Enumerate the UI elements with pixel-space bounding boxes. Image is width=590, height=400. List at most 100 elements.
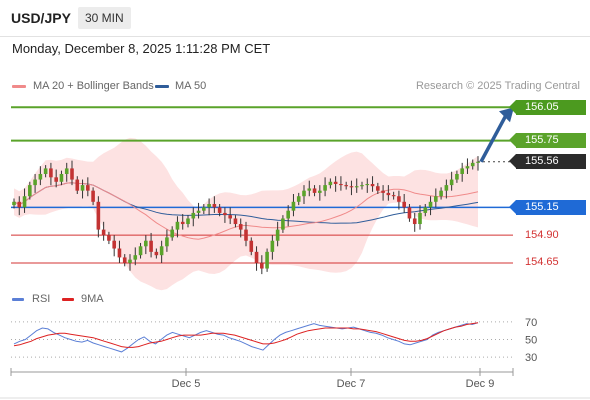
candle [107, 235, 111, 241]
candle [349, 186, 354, 188]
candle [64, 168, 69, 174]
candle [402, 201, 406, 208]
candle [202, 207, 206, 211]
candle [133, 255, 138, 260]
rsi-legend-label: RSI [32, 293, 51, 305]
candle [291, 201, 296, 211]
candle [354, 186, 359, 188]
candle [265, 251, 269, 269]
candle [49, 168, 53, 178]
candle [260, 262, 264, 269]
candle [428, 201, 433, 208]
candle [43, 168, 48, 174]
price-label-current: 155.56 [509, 154, 586, 170]
ma9-legend-label: 9MA [81, 293, 104, 305]
symbol-title: USD/JPY [11, 10, 71, 26]
candle [302, 190, 306, 197]
candle [360, 185, 364, 187]
candle [96, 201, 101, 230]
candle [12, 201, 16, 206]
candle [122, 257, 127, 263]
rsi-tick-label: 70 [525, 317, 537, 329]
candle [217, 207, 222, 213]
candle [180, 221, 185, 225]
candle [318, 190, 322, 193]
price-label-target: 156.05 [509, 99, 586, 115]
candle [75, 179, 80, 191]
rsi-9ma-line [13, 322, 479, 348]
price-label-notch [509, 133, 516, 148]
header-bar [0, 0, 590, 37]
candle [270, 240, 275, 252]
candle [370, 183, 375, 187]
candle [238, 224, 243, 230]
rsi-tick-label: 30 [525, 352, 537, 364]
candle [38, 173, 43, 180]
price-label-resistance: 155.75 [509, 133, 586, 149]
candle [54, 177, 58, 182]
candle [175, 221, 180, 230]
candle [22, 196, 27, 208]
candle [449, 179, 454, 186]
ma20-swatch [12, 85, 26, 88]
time-tick-label: Dec 5 [172, 378, 201, 390]
candle [233, 218, 238, 225]
candle [307, 188, 312, 191]
candle [223, 212, 227, 216]
time-tick-label: Dec 7 [337, 378, 366, 390]
candle [228, 215, 232, 219]
candle [196, 210, 201, 213]
candle [186, 218, 190, 225]
candle [476, 161, 480, 163]
candle [91, 190, 95, 202]
candle [386, 192, 391, 196]
candle [328, 181, 333, 186]
candle [254, 251, 259, 263]
candle [365, 183, 370, 186]
candle [80, 185, 85, 191]
candle [281, 218, 285, 230]
candle [439, 190, 443, 197]
price-label-notch [509, 99, 516, 114]
candle [212, 204, 217, 208]
candle [128, 259, 132, 263]
candle [165, 237, 169, 247]
candle [381, 190, 385, 193]
candle [323, 185, 327, 191]
candle [312, 188, 317, 193]
candle [159, 246, 164, 256]
candle [275, 229, 280, 241]
candle [339, 183, 343, 186]
candle [17, 201, 22, 208]
research-note: Research © 2025 Trading Central [415, 80, 580, 92]
candle [333, 181, 338, 184]
timeframe-button[interactable]: 30 MIN [78, 7, 131, 29]
candle [154, 251, 159, 256]
candle [59, 173, 64, 182]
candle [286, 210, 290, 219]
price-label-notch [509, 199, 516, 214]
rsi-line [13, 322, 479, 353]
price-label-notch [509, 154, 516, 169]
candle [244, 229, 248, 241]
candle [207, 204, 211, 208]
ma50-legend-label: MA 50 [175, 80, 207, 92]
price-label-support: 154.90 [525, 228, 559, 241]
candle [407, 207, 412, 219]
candle [191, 212, 196, 219]
ma20-legend-label: MA 20 + Bollinger Bands [33, 80, 154, 92]
candle [423, 207, 428, 213]
candle [412, 218, 417, 225]
time-tick-label: Dec 9 [466, 378, 495, 390]
rsi-swatch [12, 298, 24, 301]
candle [28, 185, 32, 197]
bollinger-band [14, 137, 478, 291]
candle [344, 185, 348, 187]
candle [144, 240, 148, 247]
candle [460, 168, 464, 174]
candle [249, 240, 254, 252]
price-label-pivot: 155.15 [509, 199, 586, 215]
candle [70, 168, 74, 180]
candle [455, 173, 459, 180]
candle [170, 229, 174, 238]
